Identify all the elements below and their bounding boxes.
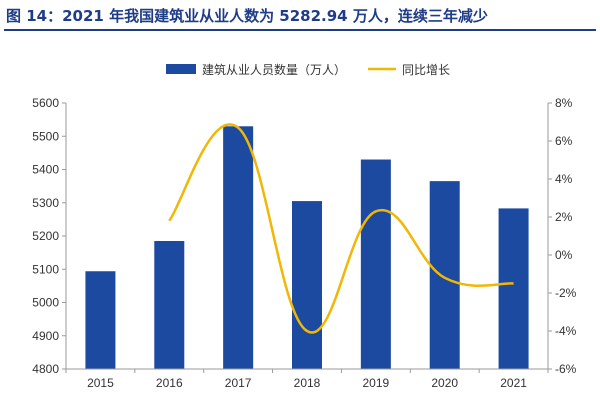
bar-2018 — [292, 201, 322, 369]
legend: 建筑从业人员数量（万人） 同比增长 — [166, 62, 450, 77]
bar-2017 — [223, 126, 254, 370]
figure-title-bar: 图 14：2021 年我国建筑业从业人数为 5282.94 万人，连续三年减少 — [0, 0, 600, 31]
y-right-tick-label: 2% — [555, 210, 573, 224]
x-tick-label: 2020 — [431, 376, 458, 390]
figure-title: 图 14：2021 年我国建筑业从业人数为 5282.94 万人，连续三年减少 — [6, 7, 488, 25]
legend-line-label: 同比增长 — [402, 63, 450, 77]
y-right-tick-label: -2% — [555, 286, 577, 300]
x-tick-label: 2017 — [225, 376, 252, 390]
y-right-tick-label: 8% — [555, 96, 573, 110]
y-right-tick-label: 0% — [555, 248, 573, 262]
x-tick-label: 2019 — [363, 376, 390, 390]
bar-2021 — [498, 208, 529, 369]
y-right-tick-label: 6% — [555, 134, 573, 148]
y-left-tick-label: 5200 — [32, 229, 59, 243]
axes: 4800 4900 5000 5100 5200 5300 5400 5500 5600 -6% -… — [32, 96, 576, 390]
y-left-tick-label: 5300 — [32, 196, 59, 210]
x-tick-label: 2021 — [500, 376, 527, 390]
y-left-tick-label: 5000 — [32, 296, 59, 310]
bar-2016 — [154, 240, 185, 369]
legend-bar-label: 建筑从业人员数量（万人） — [202, 62, 346, 77]
bar-2019 — [360, 159, 391, 369]
y-right-tick-label: 4% — [555, 172, 573, 186]
y-left-tick-label: 4800 — [32, 362, 59, 376]
x-tick-label: 2016 — [156, 376, 183, 390]
y-right-tick-label: -6% — [555, 362, 577, 376]
growth-line — [168, 123, 514, 334]
legend-bar-swatch — [166, 64, 196, 74]
title-underline — [4, 29, 596, 31]
bar-series — [85, 126, 529, 370]
y-left-tick-label: 5500 — [32, 129, 59, 143]
y-right-tick-label: -4% — [555, 324, 577, 338]
x-tick-label: 2015 — [87, 376, 114, 390]
line-series — [168, 123, 514, 334]
y-left-tick-label: 5400 — [32, 163, 59, 177]
x-tick-label: 2018 — [294, 376, 321, 390]
y-left-tick-label: 4900 — [32, 329, 59, 343]
bar-2020 — [429, 181, 460, 369]
y-left-tick-label: 5600 — [32, 96, 59, 110]
bar-2015 — [85, 271, 116, 369]
y-left-tick-label: 5100 — [32, 262, 59, 276]
